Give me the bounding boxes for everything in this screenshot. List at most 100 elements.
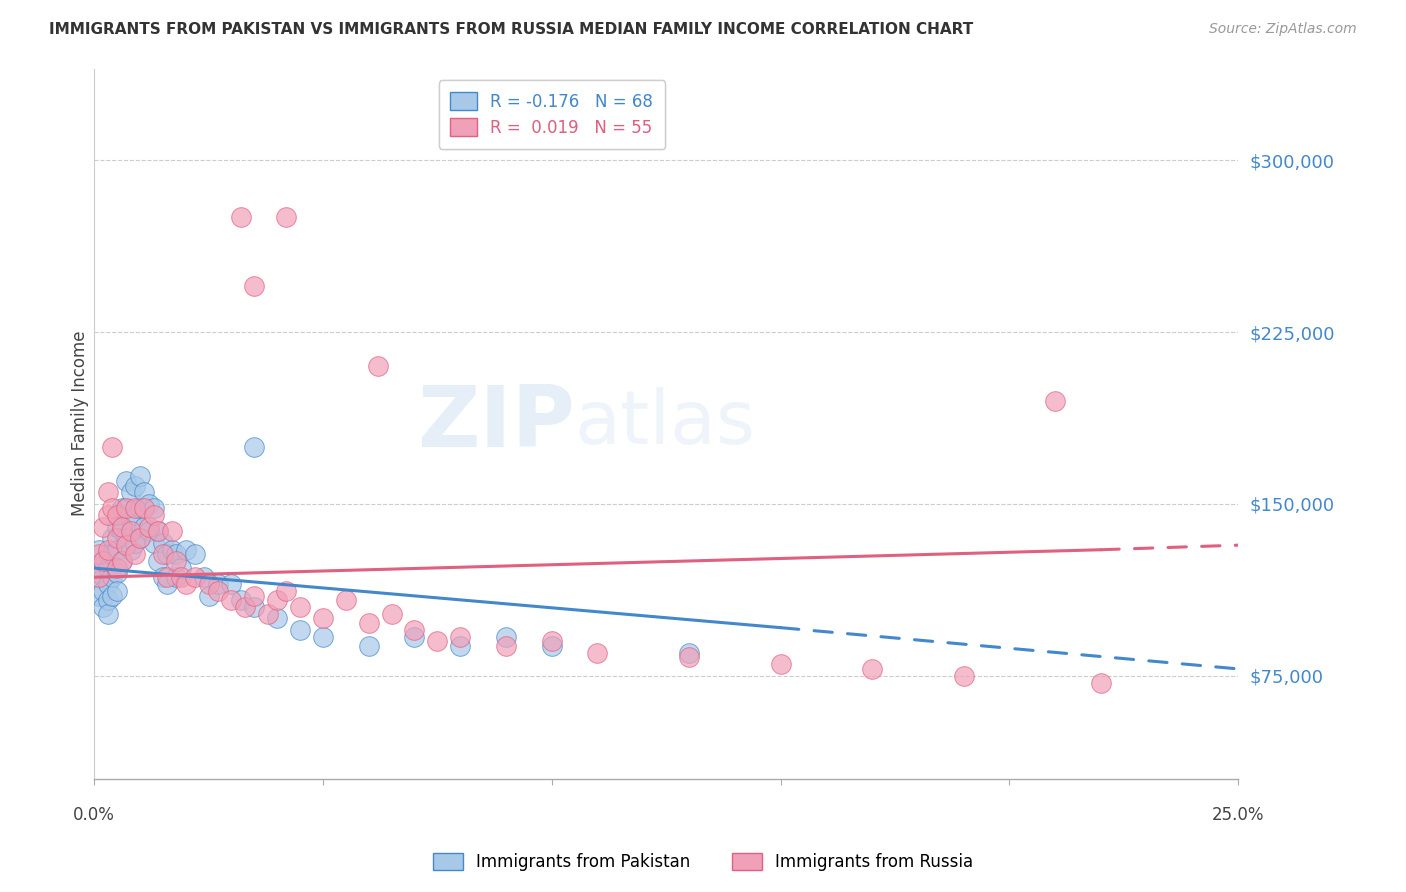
Point [276, 211, 298, 225]
Point [105, 561, 128, 575]
Point [288, 623, 311, 637]
Point [540, 639, 562, 653]
Point [124, 536, 146, 550]
Point [87, 570, 110, 584]
Point [115, 501, 138, 516]
Point [266, 593, 288, 607]
Point [449, 639, 471, 653]
Point [124, 547, 146, 561]
Point [105, 520, 128, 534]
Point [91, 600, 114, 615]
Text: IMMIGRANTS FROM PAKISTAN VS IMMIGRANTS FROM RUSSIA MEDIAN FAMILY INCOME CORRELAT: IMMIGRANTS FROM PAKISTAN VS IMMIGRANTS F… [49, 22, 973, 37]
Point [128, 501, 150, 516]
Point [540, 634, 562, 648]
Point [97, 577, 120, 591]
Point [229, 211, 252, 225]
Point [678, 650, 700, 665]
Text: 25.0%: 25.0% [1212, 806, 1264, 824]
Point [156, 577, 179, 591]
Point [124, 478, 146, 492]
Point [138, 524, 160, 539]
Point [678, 646, 700, 660]
Point [120, 513, 142, 527]
Point [138, 497, 160, 511]
Point [312, 611, 335, 625]
Point [87, 547, 110, 561]
Point [148, 524, 170, 539]
Point [586, 646, 609, 660]
Point [91, 554, 114, 568]
Legend: Immigrants from Pakistan, Immigrants from Russia: Immigrants from Pakistan, Immigrants fro… [425, 845, 981, 880]
Point [97, 607, 120, 621]
Point [97, 547, 120, 561]
Point [124, 508, 146, 523]
Point [156, 547, 179, 561]
Text: Source: ZipAtlas.com: Source: ZipAtlas.com [1209, 22, 1357, 37]
Point [105, 542, 128, 557]
Point [128, 531, 150, 545]
Point [174, 542, 197, 557]
Point [110, 554, 132, 568]
Point [110, 554, 132, 568]
Point [97, 561, 120, 575]
Text: 0.0%: 0.0% [73, 806, 115, 824]
Point [160, 524, 183, 539]
Point [87, 589, 110, 603]
Point [357, 639, 380, 653]
Text: atlas: atlas [575, 387, 755, 460]
Point [87, 542, 110, 557]
Point [221, 593, 243, 607]
Point [105, 508, 128, 523]
Point [197, 577, 219, 591]
Point [142, 536, 165, 550]
Point [229, 593, 252, 607]
Point [134, 520, 156, 534]
Point [449, 630, 471, 644]
Point [166, 554, 188, 568]
Point [120, 485, 142, 500]
Point [404, 630, 426, 644]
Point [152, 547, 174, 561]
Point [101, 501, 124, 516]
Point [128, 469, 150, 483]
Legend: R = -0.176   N = 68, R =  0.019   N = 55: R = -0.176 N = 68, R = 0.019 N = 55 [439, 80, 665, 149]
Point [142, 508, 165, 523]
Point [101, 547, 124, 561]
Point [495, 630, 517, 644]
Point [266, 611, 288, 625]
Point [1043, 393, 1066, 408]
Point [174, 577, 197, 591]
Point [101, 589, 124, 603]
Point [87, 566, 110, 580]
Point [110, 524, 132, 539]
Point [134, 485, 156, 500]
Point [120, 542, 142, 557]
Point [288, 600, 311, 615]
Point [91, 554, 114, 568]
Point [156, 570, 179, 584]
Point [1090, 675, 1112, 690]
Point [243, 279, 266, 293]
Point [97, 508, 120, 523]
Point [152, 570, 174, 584]
Point [170, 570, 193, 584]
Point [160, 542, 183, 557]
Point [97, 593, 120, 607]
Point [257, 607, 280, 621]
Y-axis label: Median Family Income: Median Family Income [72, 331, 89, 516]
Point [860, 662, 883, 676]
Point [184, 570, 207, 584]
Point [142, 501, 165, 516]
Point [105, 566, 128, 580]
Point [769, 657, 792, 672]
Point [115, 501, 138, 516]
Point [101, 440, 124, 454]
Point [276, 584, 298, 599]
Point [115, 538, 138, 552]
Point [312, 630, 335, 644]
Point [124, 501, 146, 516]
Point [105, 584, 128, 599]
Point [357, 616, 380, 631]
Point [243, 589, 266, 603]
Point [243, 600, 266, 615]
